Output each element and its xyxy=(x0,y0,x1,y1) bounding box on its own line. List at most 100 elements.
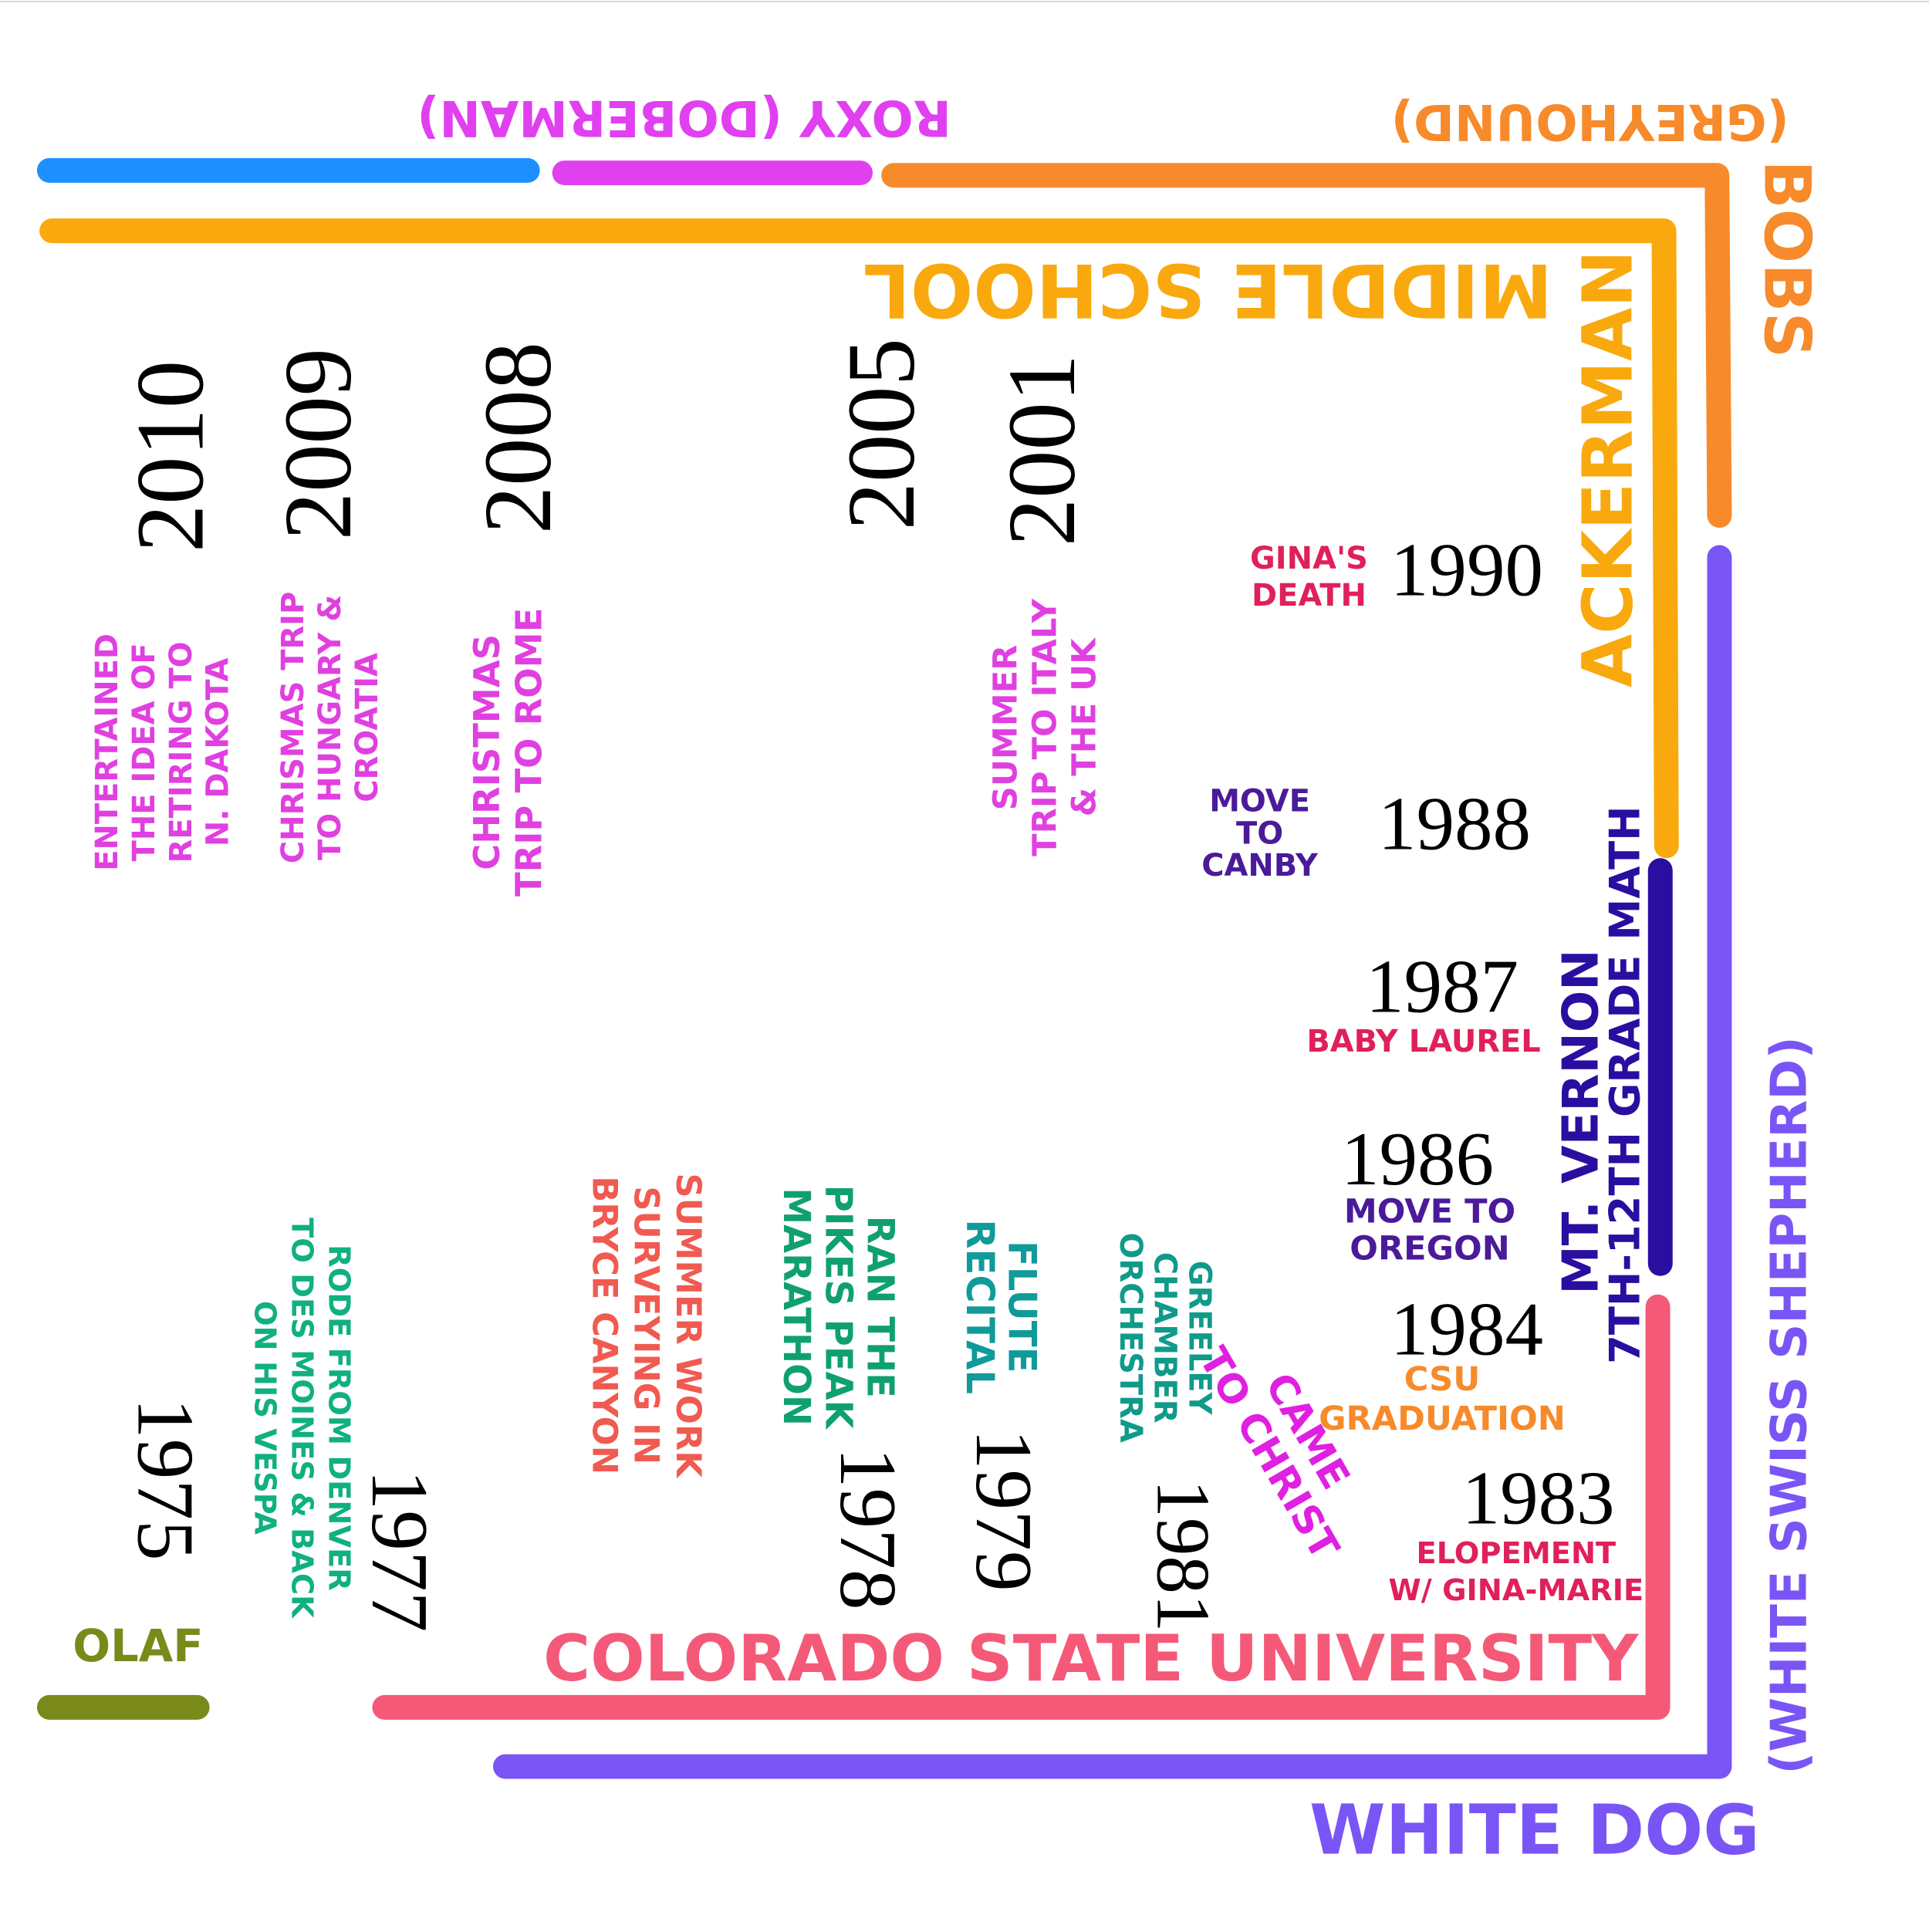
event-note: MOVE TO CANBY xyxy=(1201,784,1319,883)
event-note: GINA'S DEATH xyxy=(1250,541,1368,613)
event-note-line: RECITAL xyxy=(958,1219,1002,1394)
year: 2005 xyxy=(828,338,934,530)
event-note-line: SUMMER WORK xyxy=(668,1173,709,1478)
bar xyxy=(492,545,1732,1779)
event-note-line: OREGON xyxy=(1350,1230,1509,1268)
year: 1990 xyxy=(1390,528,1543,612)
bar xyxy=(39,218,1679,859)
year: 1981 xyxy=(1141,1479,1225,1632)
label-line: (GREYHOUND) xyxy=(1391,93,1789,150)
event-note-line: GREELEY xyxy=(1181,1261,1217,1416)
label: MIDDLE SCHOOL xyxy=(863,247,1553,333)
event-note-line: MOVE xyxy=(1209,784,1310,819)
event-note-line: W/ GINA-MARIE xyxy=(1388,1573,1644,1608)
event-note-line: TRIP TO ROME xyxy=(508,608,549,897)
event-note-line: CANBY xyxy=(1201,848,1319,883)
event-note-line: PIKES PEAK xyxy=(817,1185,860,1430)
event-note-line: THE IDEA OF xyxy=(127,643,162,861)
texts: ROXY (DOBERMAN) (GREYHOUND) BOBS MIDDLE SCH… xyxy=(73,89,1825,1870)
event-note: RODE FROM DENVERTO DES MOINES & BACKON H… xyxy=(248,1218,356,1619)
event-note-line: TO xyxy=(1236,816,1283,851)
year-line: 1984 xyxy=(1390,1287,1543,1371)
event-note-line: CHRISMAS TRIP xyxy=(275,592,311,863)
event-note: CHRISMAS TRIPTO HUNGARY &CROATIA xyxy=(275,592,385,863)
event-note-line: TRIP TO ITALY xyxy=(1026,598,1065,856)
event-note-line: ORCHESTRA xyxy=(1113,1232,1148,1442)
bar xyxy=(881,163,1732,529)
event-note-line: RODE FROM DENVER xyxy=(322,1245,356,1591)
year-line: 2008 xyxy=(465,342,571,534)
label: MT. VERNON xyxy=(1553,949,1610,1294)
label-line: MT. VERNON xyxy=(1553,949,1610,1294)
year-line: 1988 xyxy=(1378,782,1531,866)
label-line: MIDDLE SCHOOL xyxy=(863,247,1553,333)
label: ROXY (DOBERMAN) xyxy=(417,89,951,146)
event-note: CHRISTMASTRIP TO ROME xyxy=(466,608,549,897)
year: 2008 xyxy=(465,342,571,534)
year-line: 2010 xyxy=(117,360,223,552)
label: OLAF xyxy=(73,1620,203,1671)
event-note-line: BABY LAUREL xyxy=(1306,1024,1540,1059)
event-note-line: BRYCE CANYON xyxy=(585,1176,626,1474)
label-line: 7TH-12TH GRADE MATH xyxy=(1600,806,1649,1364)
label: ACKERMAN xyxy=(1569,250,1649,687)
event-note-line: MARATHON xyxy=(775,1187,817,1426)
event-note-line: N. DAKOTA xyxy=(201,657,236,846)
event-note-line: RAN THE xyxy=(859,1216,901,1398)
event-note: RAN THEPIKES PEAKMARATHON xyxy=(775,1185,901,1430)
year-line: 1978 xyxy=(824,1447,914,1610)
year-line: 1979 xyxy=(959,1429,1049,1592)
event-note-line: TO DES MOINES & BACK xyxy=(285,1218,319,1619)
label-line: OLAF xyxy=(73,1620,203,1671)
event-note-line: MOVE TO xyxy=(1344,1193,1515,1231)
event-note-line: CROATIA xyxy=(350,653,385,802)
year: 2009 xyxy=(265,348,371,540)
year-line: 2009 xyxy=(265,348,371,540)
event-note-line: SUMMER xyxy=(987,645,1025,811)
event-note-line: CHRISTMAS xyxy=(466,634,508,870)
event-note-line: CSU xyxy=(1404,1360,1481,1399)
event-note-line: CHAMBER xyxy=(1147,1252,1183,1424)
event-note-line: GINA'S xyxy=(1250,541,1368,576)
year-line: 2001 xyxy=(988,354,1095,546)
event-note-line: ON HIS VESPA xyxy=(248,1301,282,1535)
year: 1988 xyxy=(1378,782,1531,866)
year: 1977 xyxy=(356,1470,446,1633)
year-line: 1981 xyxy=(1141,1479,1225,1632)
year-line: 1977 xyxy=(356,1470,446,1633)
event-note: ENTERTAINEDTHE IDEA OFRETIRING TON. DAKO… xyxy=(90,633,236,871)
year-line: 1983 xyxy=(1462,1456,1615,1540)
event-note: SUMMER WORKSURVEYING INBRYCE CANYON xyxy=(585,1173,710,1478)
year-line: 1987 xyxy=(1366,944,1519,1028)
label-line: BOBS xyxy=(1750,160,1825,358)
year: 1975 xyxy=(121,1398,211,1561)
label: 7TH-12TH GRADE MATH xyxy=(1600,806,1649,1364)
label-line: (WHITE SWISS SHEPHERD) xyxy=(1761,1036,1818,1774)
event-note-line: TO HUNGARY & xyxy=(312,595,348,860)
bar xyxy=(372,1294,1671,1720)
event-note: FLUTERECITAL xyxy=(958,1219,1044,1394)
year: 2010 xyxy=(117,360,223,552)
label: BOBS xyxy=(1750,160,1825,358)
label: WHITE DOG xyxy=(1309,1791,1760,1871)
label-line: ACKERMAN xyxy=(1569,250,1649,687)
label-line: ROXY (DOBERMAN) xyxy=(417,89,951,146)
event-note: ELOPEMENT W/ GINA-MARIE xyxy=(1388,1536,1644,1608)
year: 1978 xyxy=(824,1447,914,1610)
year-line: 1975 xyxy=(121,1398,211,1561)
event-note: CSU GRADUATION xyxy=(1319,1360,1566,1438)
event-note-line: & THE UK xyxy=(1066,637,1104,817)
label: COLORADO STATE UNIVERSITY xyxy=(543,1620,1639,1695)
event-note-line: GRADUATION xyxy=(1319,1400,1566,1438)
year-line: 1990 xyxy=(1390,528,1543,612)
year: 1987 xyxy=(1366,944,1519,1028)
label-line: WHITE DOG xyxy=(1309,1791,1760,1871)
event-note-line: FLUTE xyxy=(999,1241,1044,1373)
year-line: 1986 xyxy=(1341,1116,1494,1201)
event-note-line: RETIRING TO xyxy=(164,641,199,863)
label-line: COLORADO STATE UNIVERSITY xyxy=(543,1620,1639,1695)
year: 1986 xyxy=(1341,1116,1494,1201)
year: 2001 xyxy=(988,354,1095,546)
event-note-line: DEATH xyxy=(1252,578,1367,613)
